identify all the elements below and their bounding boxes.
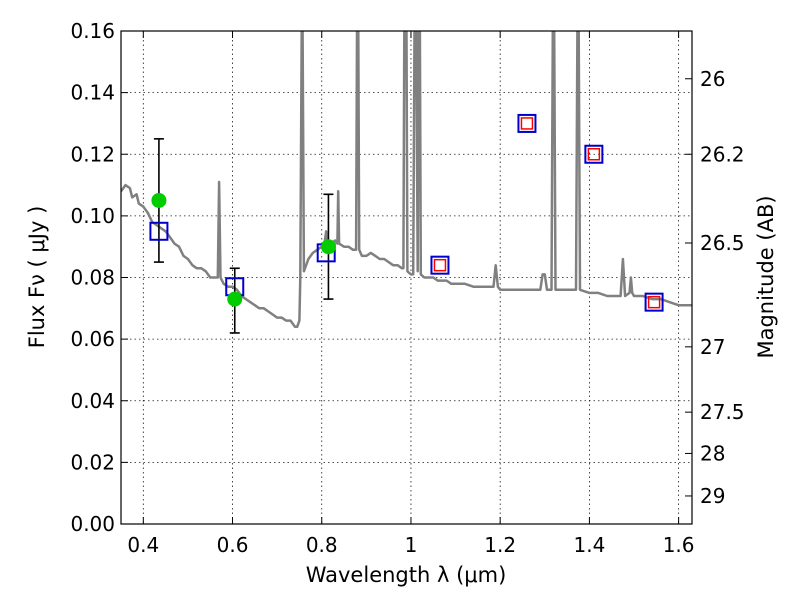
x-tick-label: 1.4 — [573, 533, 605, 557]
green-data-point — [227, 291, 243, 307]
y-tick-label: 0.00 — [70, 512, 115, 536]
blue-square-marker — [517, 113, 537, 133]
y-tick-label: 0.02 — [70, 450, 115, 474]
x-tick-label: 1.2 — [484, 533, 516, 557]
x-tick-label: 1 — [405, 533, 418, 557]
marker-layer — [149, 113, 664, 334]
blue-square-marker — [584, 144, 604, 164]
x-axis-title: Wavelength λ (μm) — [306, 563, 507, 587]
green-data-point — [151, 192, 167, 208]
right-tick-label: 26.2 — [700, 142, 745, 166]
series-layer — [121, 31, 692, 329]
y-axis-title: Flux Fν ( μJy ) — [25, 206, 49, 349]
right-tick-label: 26 — [700, 67, 725, 91]
x-tick-label: 1.6 — [663, 533, 695, 557]
red-square-marker — [587, 148, 601, 161]
blue-square-marker — [644, 292, 664, 312]
right-tick-label: 27 — [700, 335, 725, 359]
x-tick-label: 0.4 — [127, 533, 159, 557]
y-tick-label: 0.16 — [70, 19, 115, 43]
tick-marks — [121, 30, 692, 525]
tick-labels: 0.4 0.6 0.8 1 1.2 1.4 1.6 0.00 0.02 0.04 0.06 0.08 0… — [70, 19, 744, 557]
right-tick-label: 29 — [700, 484, 725, 508]
blue-square-marker — [149, 221, 169, 241]
right-tick-label: 28 — [700, 441, 725, 465]
green-data-point — [320, 239, 336, 255]
y-tick-label: 0.06 — [70, 327, 115, 351]
y-tick-label: 0.14 — [70, 81, 115, 105]
red-square-marker — [433, 258, 447, 272]
right-tick-label: 26.5 — [700, 231, 745, 255]
x-tick-label: 0.8 — [306, 533, 338, 557]
y-tick-label: 0.04 — [70, 389, 115, 413]
blue-square-marker — [430, 255, 450, 275]
right-axis-title: Magnitude (AB) — [754, 195, 778, 358]
y-tick-label: 0.08 — [70, 266, 115, 290]
red-square-marker — [647, 295, 661, 309]
sed-model-line — [121, 31, 692, 329]
red-square-marker — [520, 117, 534, 130]
x-tick-label: 0.6 — [217, 533, 249, 557]
right-tick-label: 27.5 — [700, 400, 745, 424]
y-tick-label: 0.12 — [70, 142, 115, 166]
y-tick-label: 0.10 — [70, 204, 115, 228]
